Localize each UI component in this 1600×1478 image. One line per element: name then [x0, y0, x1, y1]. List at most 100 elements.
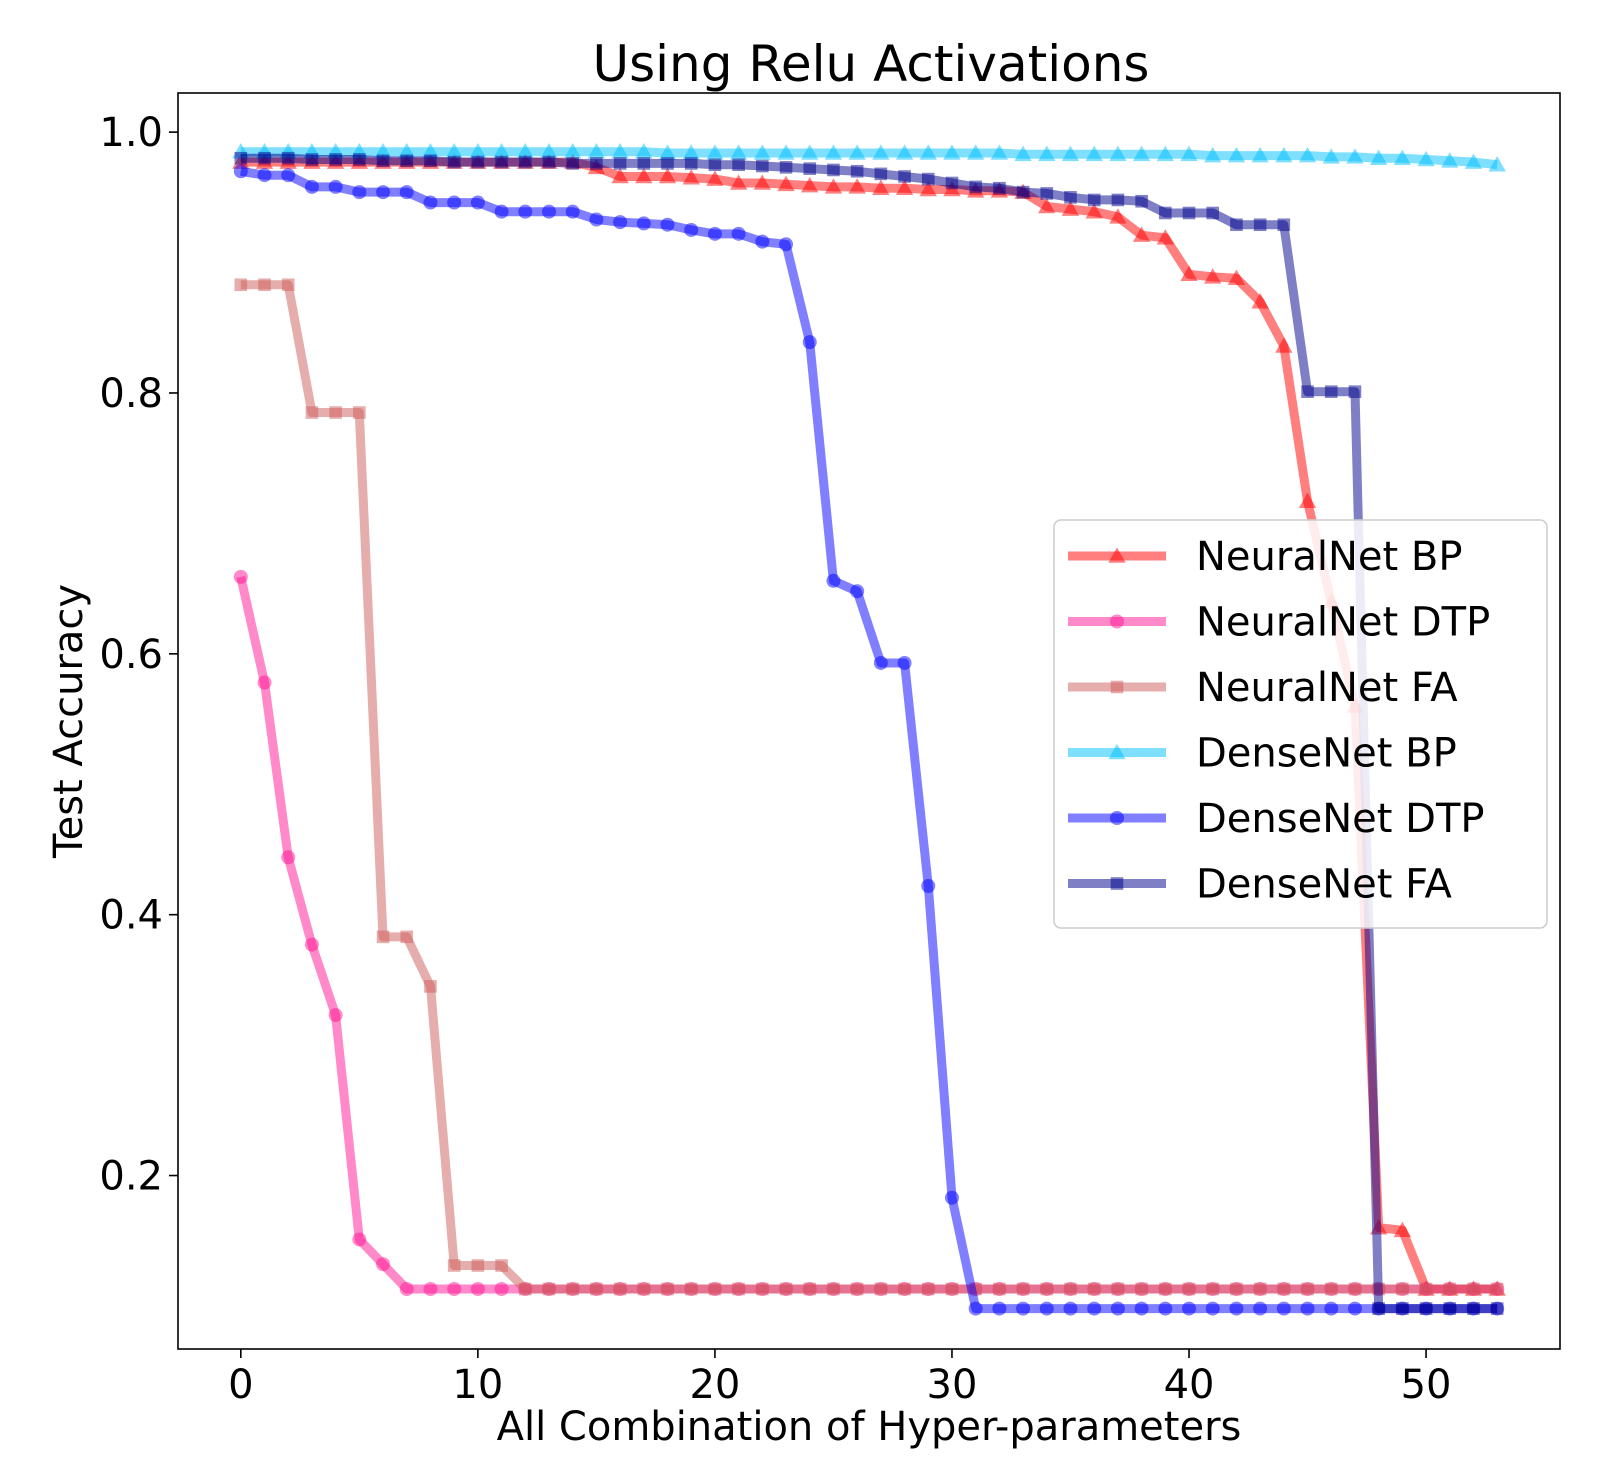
legend-label: NeuralNet DTP — [1196, 600, 1490, 646]
data-point-densenet-dtp — [1276, 1301, 1291, 1316]
data-point-densenet-bp — [1014, 145, 1032, 162]
data-point-densenet-dtp — [494, 204, 509, 219]
data-point-neuralnet-fa — [1159, 1282, 1172, 1296]
data-point-neuralnet-fa — [1277, 1282, 1291, 1296]
data-point-densenet-dtp — [707, 226, 722, 241]
data-point-neuralnet-fa — [495, 1259, 508, 1272]
data-point-densenet-fa — [234, 151, 248, 165]
data-point-neuralnet-bp — [1251, 293, 1269, 309]
data-point-neuralnet-fa — [1230, 1282, 1243, 1296]
legend-item-neuralnet-fa: NeuralNet FA — [1068, 665, 1458, 711]
data-point-neuralnet-bp — [729, 174, 748, 190]
data-point-densenet-dtp — [257, 168, 272, 183]
data-point-neuralnet-bp — [753, 174, 772, 190]
data-point-densenet-dtp — [613, 215, 628, 230]
data-point-neuralnet-fa — [993, 1282, 1006, 1296]
data-point-densenet-dtp — [1324, 1301, 1339, 1316]
data-point-densenet-bp — [1346, 148, 1364, 164]
data-point-densenet-bp — [824, 144, 843, 160]
data-point-neuralnet-fa — [376, 930, 390, 944]
data-point-densenet-bp — [919, 144, 937, 160]
data-point-neuralnet-fa — [661, 1282, 674, 1296]
data-point-densenet-dtp — [921, 878, 936, 893]
data-point-densenet-bp — [1417, 150, 1435, 167]
data-point-densenet-fa — [400, 154, 414, 168]
data-point-densenet-dtp — [376, 185, 391, 200]
data-point-densenet-dtp — [944, 1190, 959, 1205]
data-point-neuralnet-bp — [1180, 265, 1198, 282]
data-point-neuralnet-dtp — [352, 1232, 367, 1247]
data-point-neuralnet-bp — [895, 179, 914, 195]
data-point-densenet-fa — [1087, 193, 1101, 207]
data-point-densenet-fa — [756, 159, 769, 173]
data-point-neuralnet-fa — [400, 930, 414, 944]
series-neuralnet-fa — [234, 278, 1504, 1296]
data-point-neuralnet-bp — [611, 167, 629, 184]
legend-swatch-marker — [1108, 547, 1126, 563]
data-point-neuralnet-dtp — [447, 1282, 462, 1297]
data-point-neuralnet-dtp — [470, 1282, 485, 1297]
data-point-neuralnet-fa — [874, 1282, 888, 1296]
data-point-neuralnet-fa — [945, 1282, 959, 1296]
data-point-neuralnet-bp — [801, 176, 819, 193]
data-point-neuralnet-fa — [542, 1282, 556, 1296]
data-point-densenet-bp — [540, 143, 558, 159]
legend-box — [1053, 519, 1548, 929]
data-point-densenet-dtp — [1134, 1301, 1149, 1316]
data-point-neuralnet-bp — [919, 180, 937, 197]
data-point-densenet-dtp — [1158, 1301, 1173, 1316]
y-tick-label: 1.0 — [99, 110, 163, 156]
data-point-neuralnet-fa — [1348, 1282, 1362, 1296]
data-point-neuralnet-fa — [921, 1282, 935, 1296]
data-point-neuralnet-dtp — [233, 569, 248, 584]
data-point-neuralnet-fa — [850, 1282, 864, 1296]
data-point-densenet-bp — [753, 144, 772, 160]
data-point-densenet-bp — [1204, 146, 1222, 163]
data-point-densenet-fa — [1301, 385, 1314, 398]
legend-label: NeuralNet FA — [1196, 665, 1458, 711]
data-point-neuralnet-fa — [447, 1259, 461, 1272]
data-point-densenet-dtp — [1205, 1301, 1220, 1316]
data-point-neuralnet-bp — [1156, 229, 1174, 245]
data-point-densenet-bp — [1085, 145, 1103, 162]
data-point-neuralnet-fa — [613, 1282, 627, 1296]
y-tick-label: 0.6 — [99, 632, 163, 678]
x-tick-label: 0 — [228, 1362, 253, 1408]
data-point-neuralnet-fa — [1324, 1282, 1338, 1296]
data-point-densenet-dtp — [304, 179, 319, 194]
series-layer — [232, 143, 1506, 1316]
data-point-neuralnet-bp — [872, 179, 890, 195]
data-point-neuralnet-fa — [1443, 1282, 1457, 1296]
data-point-neuralnet-bp — [1298, 492, 1317, 509]
data-point-neuralnet-fa — [898, 1282, 911, 1296]
data-point-densenet-fa — [613, 157, 627, 170]
data-point-neuralnet-bp — [1085, 203, 1103, 219]
data-point-densenet-dtp — [1016, 1301, 1031, 1316]
legend-swatch-marker — [1108, 743, 1126, 760]
data-point-neuralnet-fa — [1111, 1282, 1125, 1296]
data-point-densenet-fa — [424, 154, 437, 168]
data-point-densenet-fa — [1467, 1302, 1480, 1315]
data-point-neuralnet-dtp — [257, 675, 272, 690]
data-point-densenet-bp — [872, 144, 890, 160]
data-point-densenet-dtp — [565, 204, 580, 219]
data-point-densenet-fa — [495, 155, 508, 169]
legend-swatch-marker — [1110, 877, 1124, 890]
data-point-densenet-bp — [564, 143, 582, 159]
data-point-densenet-fa — [708, 158, 722, 172]
data-point-neuralnet-bp — [777, 175, 795, 192]
data-point-densenet-bp — [469, 143, 487, 159]
legend-item-densenet-fa: DenseNet FA — [1068, 862, 1452, 908]
data-point-densenet-bp — [706, 144, 724, 160]
data-point-densenet-fa — [329, 153, 342, 166]
data-point-densenet-fa — [850, 164, 864, 178]
data-point-neuralnet-fa — [1182, 1282, 1196, 1296]
data-point-neuralnet-fa — [305, 406, 319, 419]
legend-item-densenet-dtp: DenseNet DTP — [1068, 796, 1485, 842]
data-point-neuralnet-fa — [1064, 1282, 1077, 1296]
data-point-densenet-dtp — [802, 335, 817, 350]
data-point-neuralnet-fa — [1419, 1282, 1433, 1296]
data-point-densenet-dtp — [589, 212, 604, 227]
data-point-neuralnet-fa — [803, 1282, 817, 1296]
data-point-densenet-dtp — [328, 179, 343, 194]
